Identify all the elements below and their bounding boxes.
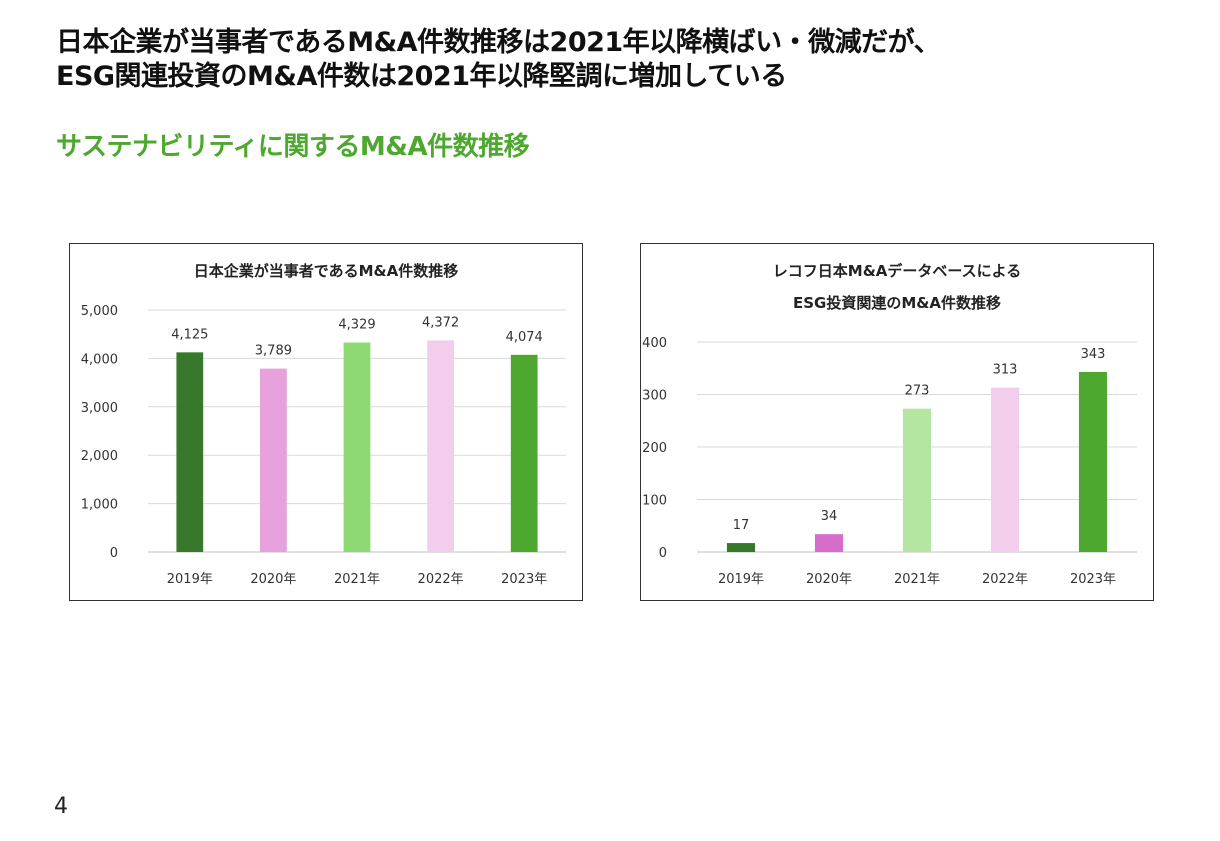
bar-2019年 [726, 543, 756, 552]
headline-line-1: 日本企業が当事者であるM&A件数推移は2021年以降横ばい・微減だが、 [56, 27, 941, 58]
chart-esg-ma-count-svg: レコフ日本M&Aデータベースによる ESG投資関連のM&A件数推移 0 100 200 3… [642, 262, 1137, 587]
chart-japan-ma-count: 日本企業が当事者であるM&A件数推移 0 1,000 2,000 3,000 4,000 5… [69, 243, 583, 601]
data-label: 34 [821, 509, 838, 524]
chart-japan-ma-count-svg: 日本企業が当事者であるM&A件数推移 0 1,000 2,000 3,000 4,000 5… [81, 262, 566, 587]
chart-title-line-2: ESG投資関連のM&A件数推移 [793, 294, 1001, 312]
y-tick-label: 0 [110, 546, 118, 561]
page-number: 4 [54, 794, 68, 819]
headline-line-2: ESG関連投資のM&A件数は2021年以降堅調に増加している [56, 61, 787, 92]
bar-2020年 [814, 534, 844, 552]
data-label: 343 [1081, 347, 1106, 362]
x-tick-label: 2020年 [250, 572, 296, 587]
data-label: 313 [993, 363, 1018, 378]
data-label: 273 [905, 384, 930, 399]
chart-title-line-1: 日本企業が当事者であるM&A件数推移 [194, 262, 458, 280]
data-label: 4,329 [338, 317, 375, 332]
x-tick-label: 2022年 [418, 572, 464, 587]
bar-2020年 [260, 368, 287, 552]
y-tick-label: 3,000 [81, 401, 118, 416]
x-tick-label: 2021年 [334, 572, 380, 587]
headline: 日本企業が当事者であるM&A件数推移は2021年以降横ばい・微減だが、 ESG関… [56, 26, 1176, 94]
data-label: 4,074 [506, 330, 543, 345]
x-tick-label: 2023年 [501, 572, 547, 587]
x-tick-label: 2019年 [167, 572, 213, 587]
bar-2022年 [990, 387, 1020, 552]
y-tick-label: 1,000 [81, 498, 118, 513]
y-tick-label: 100 [642, 494, 667, 509]
y-tick-label: 200 [642, 441, 667, 456]
chart-title-line-1: レコフ日本M&Aデータベースによる [773, 262, 1021, 280]
x-tick-label: 2020年 [806, 572, 852, 587]
bar-2021年 [343, 342, 371, 552]
y-tick-label: 300 [642, 389, 667, 404]
data-label: 17 [733, 518, 750, 533]
data-label: 4,372 [422, 315, 459, 330]
bar-2023年 [510, 354, 538, 552]
x-tick-label: 2022年 [982, 572, 1028, 587]
section-subtitle: サステナビリティに関するM&A件数推移 [56, 132, 530, 162]
bar-2019年 [176, 352, 204, 552]
data-label: 4,125 [171, 327, 208, 342]
data-label: 3,789 [255, 344, 292, 359]
y-tick-label: 2,000 [81, 449, 118, 464]
x-tick-label: 2021年 [894, 572, 940, 587]
y-tick-label: 5,000 [81, 304, 118, 319]
bar-2022年 [427, 340, 454, 552]
y-tick-label: 4,000 [81, 352, 118, 367]
x-tick-label: 2023年 [1070, 572, 1116, 587]
y-tick-label: 400 [642, 336, 667, 351]
x-tick-label: 2019年 [718, 572, 764, 587]
bar-2021年 [902, 408, 932, 552]
chart-esg-ma-count: レコフ日本M&Aデータベースによる ESG投資関連のM&A件数推移 0 100 200 3… [640, 243, 1154, 601]
bar-2023年 [1078, 371, 1108, 552]
y-tick-label: 0 [659, 546, 667, 561]
